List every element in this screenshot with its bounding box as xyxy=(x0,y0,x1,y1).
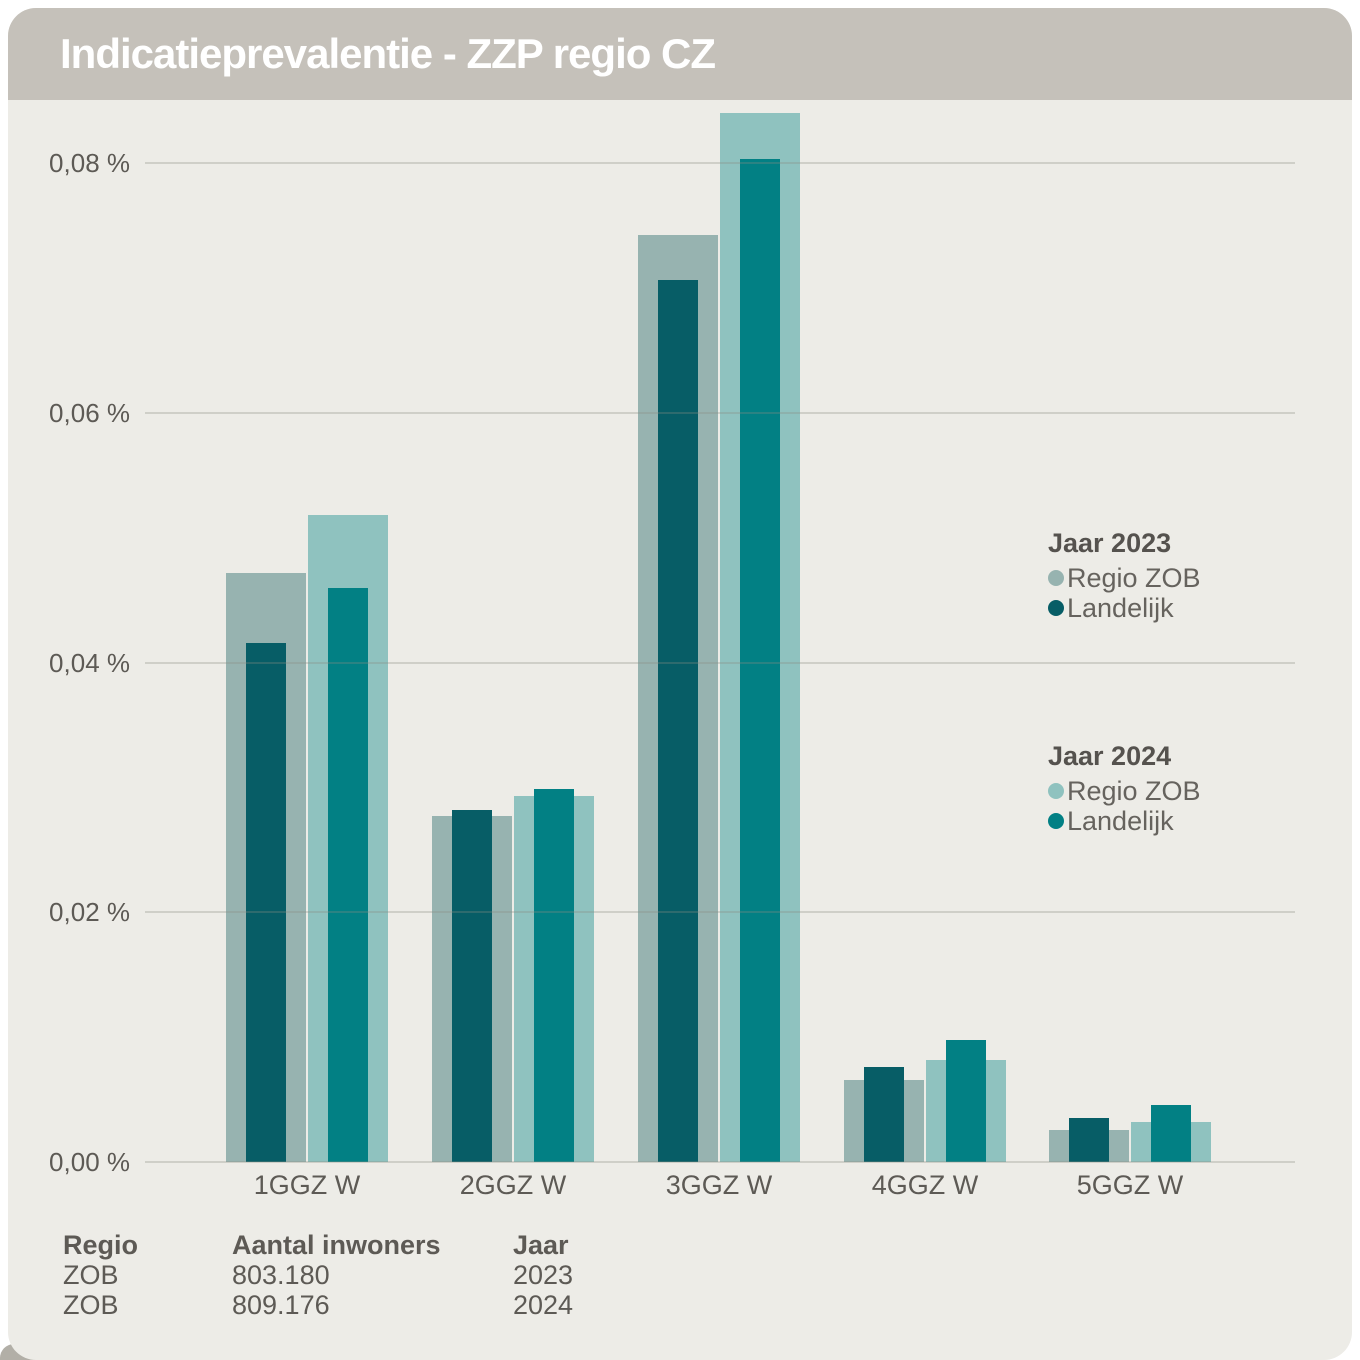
legend-dot-icon xyxy=(1048,600,1064,616)
gridline-0,04 xyxy=(145,661,1295,664)
bar-2ggz-w-landelijk-2023[interactable] xyxy=(452,810,492,1162)
legend-item-landelijk-2024[interactable]: Landelijk xyxy=(1048,806,1201,836)
legend-group-2024: Jaar 2024 Regio ZOB Landelijk xyxy=(1048,741,1201,836)
x-axis-tick-label: 1GGZ W xyxy=(253,1170,361,1200)
bar-3ggz-w-landelijk-2023[interactable] xyxy=(658,280,698,1162)
legend-dot-icon xyxy=(1048,783,1064,799)
y-axis-tick-label: 0,04 % xyxy=(49,647,130,678)
x-axis-tick-label: 3GGZ W xyxy=(665,1170,773,1200)
bar-3ggz-w-landelijk-2024[interactable] xyxy=(740,159,780,1162)
x-axis-tick-label: 4GGZ W xyxy=(871,1170,979,1200)
gridline-0,00 xyxy=(145,1161,1295,1163)
y-axis-tick-label: 0,06 % xyxy=(49,397,130,428)
gridline-0,06 xyxy=(145,411,1295,414)
y-axis-tick-label: 0,00 % xyxy=(49,1147,130,1177)
card-header-bar: Indicatieprevalentie - ZZP regio CZ xyxy=(8,8,1352,100)
table-cell: ZOB xyxy=(63,1260,119,1290)
legend-item-regio-zob-2023[interactable]: Regio ZOB xyxy=(1048,563,1201,593)
y-axis-tick-label: 0,08 % xyxy=(49,148,130,178)
x-axis-tick-label: 5GGZ W xyxy=(1076,1170,1184,1200)
gridline-0,08 xyxy=(145,162,1295,164)
bar-5ggz-w-landelijk-2023[interactable] xyxy=(1069,1118,1109,1162)
legend-group-2023: Jaar 2023 Regio ZOB Landelijk xyxy=(1048,528,1201,623)
legend-group-title: Jaar 2024 xyxy=(1048,741,1172,771)
chart-legend: Jaar 2023 Regio ZOB Landelijk Jaar 2024 … xyxy=(1048,528,1201,836)
table-cell: 809.176 xyxy=(232,1290,330,1320)
bar-chart: 0,00 % 0,02 % 0,04 % 0,06 % 0,08 % 1GGZ W 2GGZ… xyxy=(8,8,1352,1360)
bar-4ggz-w-landelijk-2024[interactable] xyxy=(946,1040,986,1162)
legend-item-label: Landelijk xyxy=(1067,805,1174,836)
legend-dot-icon xyxy=(1048,570,1064,586)
legend-item-regio-zob-2024[interactable]: Regio ZOB xyxy=(1048,776,1201,806)
bar-5ggz-w-landelijk-2024[interactable] xyxy=(1151,1105,1191,1162)
bar-2ggz-w-landelijk-2024[interactable] xyxy=(534,789,574,1162)
region-table: Regio Aantal inwoners Jaar ZOB 803.180 2… xyxy=(63,1230,713,1320)
chart-card: Indicatieprevalentie - ZZP regio CZ 0,00… xyxy=(8,8,1352,1360)
table-header-cell: Jaar xyxy=(513,1230,569,1260)
table-cell: 2023 xyxy=(513,1260,574,1290)
page-title: Indicatieprevalentie - ZZP regio CZ xyxy=(60,30,716,77)
table-header-cell: Aantal inwoners xyxy=(232,1230,441,1260)
legend-spacer xyxy=(1048,623,1201,741)
legend-item-label: Regio ZOB xyxy=(1067,775,1201,806)
bar-1ggz-w-landelijk-2023[interactable] xyxy=(246,643,286,1162)
bar-4ggz-w-landelijk-2023[interactable] xyxy=(864,1067,904,1162)
legend-item-landelijk-2023[interactable]: Landelijk xyxy=(1048,593,1201,623)
legend-dot-icon xyxy=(1048,813,1064,829)
table-cell: 803.180 xyxy=(232,1260,330,1290)
legend-group-title: Jaar 2023 xyxy=(1048,528,1172,558)
x-axis-tick-label: 2GGZ W xyxy=(459,1170,567,1200)
bar-1ggz-w-landelijk-2024[interactable] xyxy=(328,588,368,1162)
y-axis-tick-label: 0,02 % xyxy=(49,897,130,928)
legend-item-label: Regio ZOB xyxy=(1067,562,1201,593)
table-cell: ZOB xyxy=(63,1290,119,1320)
table-cell: 2024 xyxy=(513,1290,574,1320)
legend-item-label: Landelijk xyxy=(1067,592,1174,623)
gridline-0,02 xyxy=(145,911,1295,914)
table-header-cell: Regio xyxy=(63,1230,139,1260)
